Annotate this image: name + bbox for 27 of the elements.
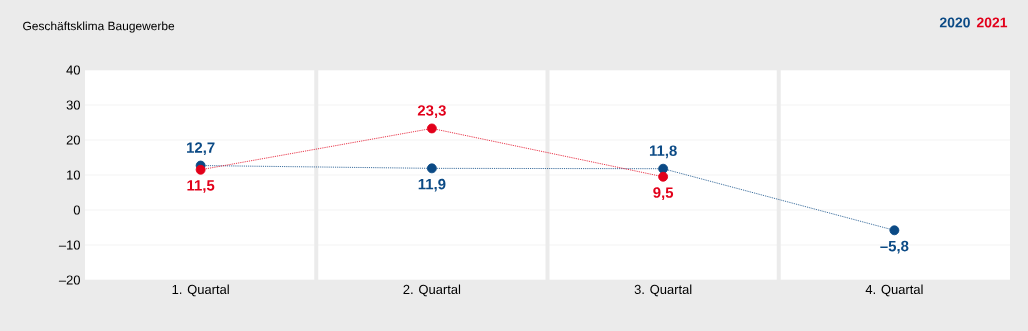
point (658, 163, 669, 174)
data-label: 12,7 (187, 142, 215, 156)
x-tick-label: 3. Quartal (634, 284, 692, 297)
text: 2021 (976, 17, 1008, 28)
x-tick-label: 4. Quartal (865, 284, 923, 297)
point (426, 163, 437, 174)
y-tick-label: 40 (66, 65, 80, 75)
point (889, 225, 900, 236)
point (658, 171, 669, 182)
data-label: 11,8 (649, 145, 677, 159)
data-label: –5,8 (880, 240, 909, 254)
x-tick-label: 1. Quartal (172, 284, 229, 297)
y-tick-label: 0 (73, 205, 80, 215)
x-tick-label: 2. Quartal (403, 284, 461, 297)
text: 2020 (939, 17, 970, 28)
data-label: 11,9 (418, 178, 446, 192)
chart-title: Geschäftsklima Baugewerbe (23, 21, 175, 33)
y-tick-label: 20 (66, 135, 80, 145)
y-tick-label: –10 (58, 240, 80, 250)
y-tick-label: –20 (58, 275, 80, 285)
point (426, 123, 437, 134)
data-label: 11,5 (187, 180, 215, 193)
data-label: 23,3 (417, 105, 446, 118)
y-tick-label: 30 (66, 100, 80, 110)
y-tick-label: 10 (67, 170, 80, 180)
data-label: 9,5 (653, 187, 674, 201)
point (195, 164, 206, 175)
